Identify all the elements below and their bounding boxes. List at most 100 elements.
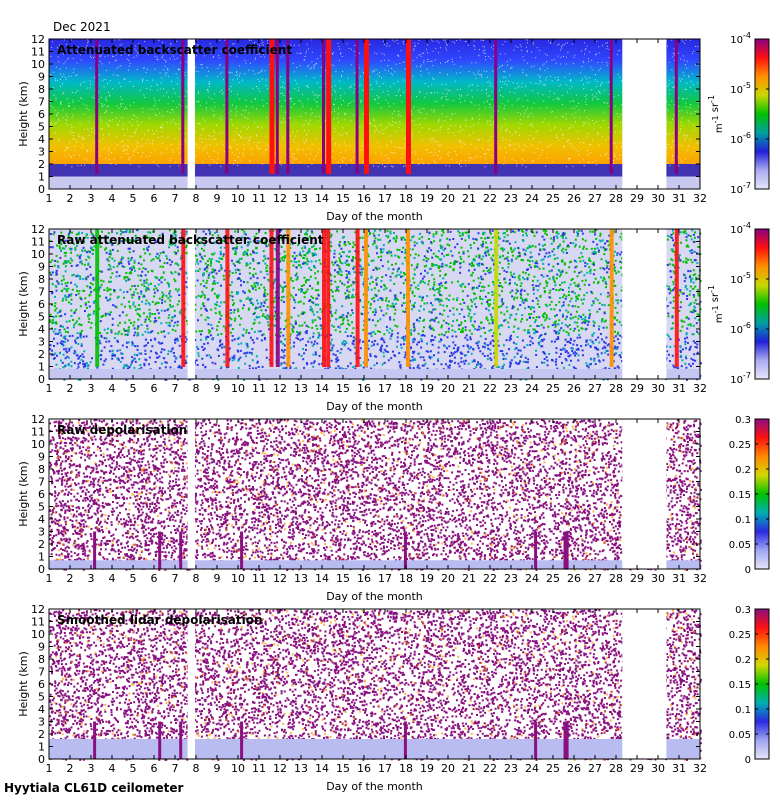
unit-base: sr (710, 102, 721, 115)
cloud-streak (326, 229, 331, 367)
y-tick-label: 9 (38, 261, 45, 274)
x-tick-label: 27 (588, 762, 602, 775)
x-tick-label: 17 (378, 762, 392, 775)
cloud-streak (286, 39, 290, 174)
y-tick-label: 10 (31, 248, 45, 261)
colorbar-tick-label: 0.25 (729, 440, 751, 451)
x-tick-label: 2 (67, 192, 74, 205)
y-tick-label: 0 (38, 373, 45, 386)
x-tick-label: 11 (252, 382, 266, 395)
colorbar-tick-label: 0 (745, 755, 751, 766)
x-tick-label: 31 (672, 192, 686, 205)
x-tick-label: 28 (609, 382, 623, 395)
x-tick-label: 25 (546, 762, 560, 775)
x-tick-label: 24 (525, 572, 539, 585)
depol-feature (93, 531, 97, 569)
x-tick-label: 28 (609, 572, 623, 585)
colorbar-exponent: -5 (743, 81, 751, 90)
panel-title: Raw depolarisation (57, 423, 187, 437)
x-tick-label: 6 (151, 382, 158, 395)
x-tick-label: 4 (109, 572, 116, 585)
depol-feature (565, 531, 569, 569)
x-tick-label: 16 (357, 192, 371, 205)
x-tick-label: 1 (46, 762, 53, 775)
x-tick-label: 32 (693, 762, 707, 775)
y-tick-label: 1 (38, 361, 45, 374)
x-tick-label: 29 (630, 572, 644, 585)
x-tick-label: 19 (420, 762, 434, 775)
x-tick-label: 9 (214, 382, 221, 395)
x-tick-label: 4 (109, 382, 116, 395)
x-tick-label: 19 (420, 192, 434, 205)
colorbar-unit-label: m-1 sr-1 (707, 95, 725, 133)
depol-feature (534, 531, 538, 569)
colorbar-tick-label: 10-4 (730, 31, 751, 46)
colorbar-tick-label: 10-5 (730, 81, 751, 96)
cloud-streak (674, 229, 679, 367)
y-axis-label: Height (km) (17, 271, 30, 337)
missing-data-gap (622, 39, 637, 189)
x-tick-label: 3 (88, 572, 95, 585)
unit-exponent: -1 (707, 95, 716, 103)
x-tick-label: 19 (420, 382, 434, 395)
missing-data-gap (637, 39, 667, 189)
x-tick-label: 5 (130, 382, 137, 395)
x-tick-label: 20 (441, 192, 455, 205)
x-tick-label: 10 (231, 572, 245, 585)
x-tick-label: 27 (588, 572, 602, 585)
x-tick-label: 8 (193, 382, 200, 395)
x-tick-label: 25 (546, 382, 560, 395)
y-tick-label: 11 (31, 46, 45, 59)
x-tick-label: 11 (252, 192, 266, 205)
cloud-streak (355, 39, 359, 174)
missing-data-gap (637, 229, 667, 379)
colorbar-tick-label: 10-4 (730, 221, 751, 236)
y-tick-label: 1 (38, 741, 45, 754)
x-tick-label: 1 (46, 382, 53, 395)
x-tick-label: 4 (109, 762, 116, 775)
x-tick-label: 14 (315, 762, 329, 775)
x-tick-label: 5 (130, 762, 137, 775)
x-tick-label: 11 (252, 762, 266, 775)
surface-layer-band (49, 176, 700, 189)
heatmap-4 (49, 609, 702, 761)
x-tick-label: 26 (567, 382, 581, 395)
x-tick-label: 17 (378, 572, 392, 585)
panel-2: 1 2 3 4 5 6 7 8 9 10 11 12 13 14 15 16 17 18 19 20 21 22 23 24 2… (17, 221, 770, 413)
colorbar-tick-label: 0.2 (735, 465, 751, 476)
x-tick-label: 13 (294, 572, 308, 585)
colorbar-tick-label: 0.15 (729, 680, 751, 691)
missing-data-gap (622, 229, 637, 379)
x-axis-label: Day of the month (326, 590, 423, 603)
cloud-streak (326, 39, 332, 174)
y-tick-label: 4 (38, 703, 45, 716)
panel-title: Attenuated backscatter coefficient (57, 43, 292, 57)
x-tick-label: 1 (46, 192, 53, 205)
y-tick-label: 11 (31, 236, 45, 249)
x-tick-label: 27 (588, 382, 602, 395)
x-tick-label: 5 (130, 572, 137, 585)
x-tick-label: 12 (273, 762, 287, 775)
y-tick-label: 2 (38, 538, 45, 551)
x-tick-label: 18 (399, 382, 413, 395)
y-tick-label: 9 (38, 71, 45, 84)
y-tick-label: 11 (31, 426, 45, 439)
y-tick-label: 10 (31, 58, 45, 71)
x-tick-label: 26 (567, 572, 581, 585)
colorbar-exponent: -7 (743, 181, 751, 190)
colorbar-exponent: -6 (743, 321, 751, 330)
y-tick-label: 2 (38, 158, 45, 171)
colorbar (754, 228, 770, 380)
y-axis-label: Height (km) (17, 81, 30, 147)
depol-feature (403, 531, 407, 569)
colorbar-exponent: -4 (743, 221, 751, 230)
x-tick-label: 32 (693, 192, 707, 205)
panel-4: 1 2 3 4 5 6 7 8 9 10 11 12 13 14 15 16 17 18 19 20 21 22 23 24 2… (17, 603, 770, 793)
x-tick-label: 18 (399, 572, 413, 585)
x-tick-label: 32 (693, 572, 707, 585)
colorbar-tick-label: 10-6 (730, 131, 751, 146)
x-tick-label: 12 (273, 382, 287, 395)
x-tick-label: 16 (357, 572, 371, 585)
x-tick-label: 14 (315, 382, 329, 395)
unit-base: sr (710, 292, 721, 305)
